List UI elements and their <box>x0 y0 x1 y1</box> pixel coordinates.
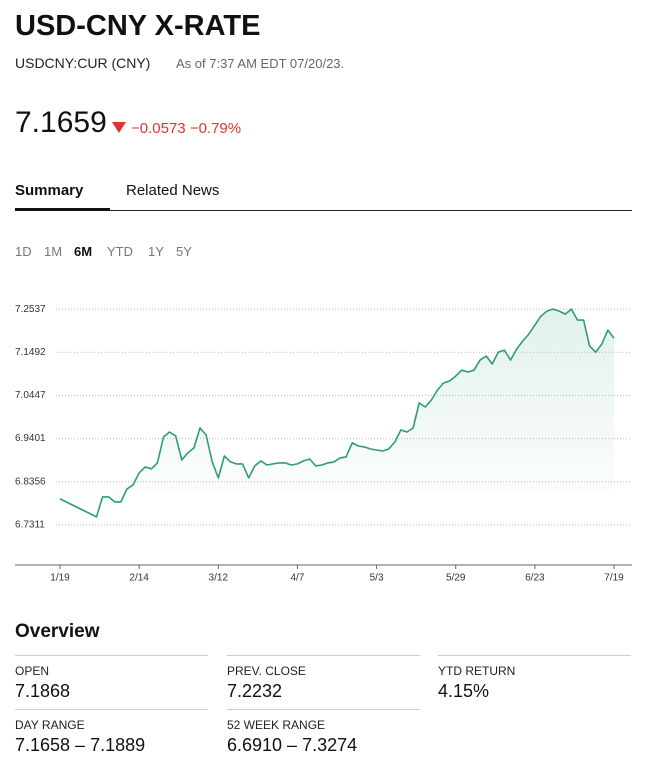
stat-value: 7.1868 <box>15 681 71 701</box>
down-arrow <box>112 122 126 133</box>
stat-value: 6.6910 – 7.3274 <box>227 735 358 755</box>
stat-label: YTD RETURN <box>438 664 516 678</box>
ticker: USDCNY:CUR (CNY) <box>15 55 151 71</box>
x-tick-label: 3/12 <box>209 573 229 584</box>
y-tick-label: 6.9401 <box>15 433 46 444</box>
stat-label: PREV. CLOSE <box>227 664 306 678</box>
change-pct: −0.79% <box>189 120 242 137</box>
chart: 6.7311 6.8356 6.9401 7.0447 7.1492 7.2537 1/19… <box>15 304 632 584</box>
range-button[interactable]: 1M <box>44 244 63 259</box>
y-tick-label: 7.0447 <box>15 390 46 401</box>
area <box>60 309 614 517</box>
title: USD-CNY X-RATE <box>15 10 261 42</box>
x-tick-label: 1/19 <box>50 573 70 584</box>
tab-indicator <box>15 208 110 211</box>
x-tick-label: 7/19 <box>604 573 624 584</box>
y-tick-label: 6.8356 <box>15 476 46 487</box>
tab[interactable]: Summary <box>15 182 84 199</box>
x-tick-label: 4/7 <box>290 573 304 584</box>
overview-title: Overview <box>15 621 100 642</box>
stat-value: 7.1658 – 7.1889 <box>15 735 146 755</box>
stat: YTD RETURN 4.15% <box>438 655 631 710</box>
stat-label: 52 WEEK RANGE <box>227 718 326 732</box>
x-tick-label: 5/3 <box>370 573 384 584</box>
x-tick-label: 6/23 <box>525 573 545 584</box>
stat-value: 4.15% <box>438 681 490 701</box>
line <box>59 308 615 518</box>
y-tick-label: 7.2537 <box>15 304 46 315</box>
change: −0.0573 −0.79% <box>131 120 241 137</box>
stat-label: OPEN <box>15 664 50 678</box>
stat-label: DAY RANGE <box>15 718 85 732</box>
stat: OPEN 7.1868 <box>15 655 208 710</box>
price: 7.1659 <box>15 106 107 139</box>
stat: DAY RANGE 7.1658 – 7.1889 <box>15 709 208 764</box>
range-button[interactable]: 5Y <box>176 244 192 259</box>
stat: 52 WEEK RANGE 6.6910 – 7.3274 <box>227 709 420 764</box>
tab-divider <box>15 210 632 211</box>
x-tick-label: 2/14 <box>129 573 149 584</box>
stat-value: 7.2232 <box>227 681 283 701</box>
stat: PREV. CLOSE 7.2232 <box>227 655 420 710</box>
x-tick-label: 5/29 <box>446 573 466 584</box>
range-button[interactable]: YTD <box>107 244 133 259</box>
range-button[interactable]: 6M <box>74 244 93 259</box>
change-abs: −0.0573 <box>131 120 186 137</box>
as-of: As of 7:37 AM EDT 07/20/23. <box>176 56 345 71</box>
y-tick-label: 6.7311 <box>15 520 45 531</box>
y-tick-label: 7.1492 <box>15 347 46 358</box>
range-button[interactable]: 1Y <box>148 244 164 259</box>
range-button[interactable]: 1D <box>15 244 32 259</box>
tab[interactable]: Related News <box>126 182 220 199</box>
